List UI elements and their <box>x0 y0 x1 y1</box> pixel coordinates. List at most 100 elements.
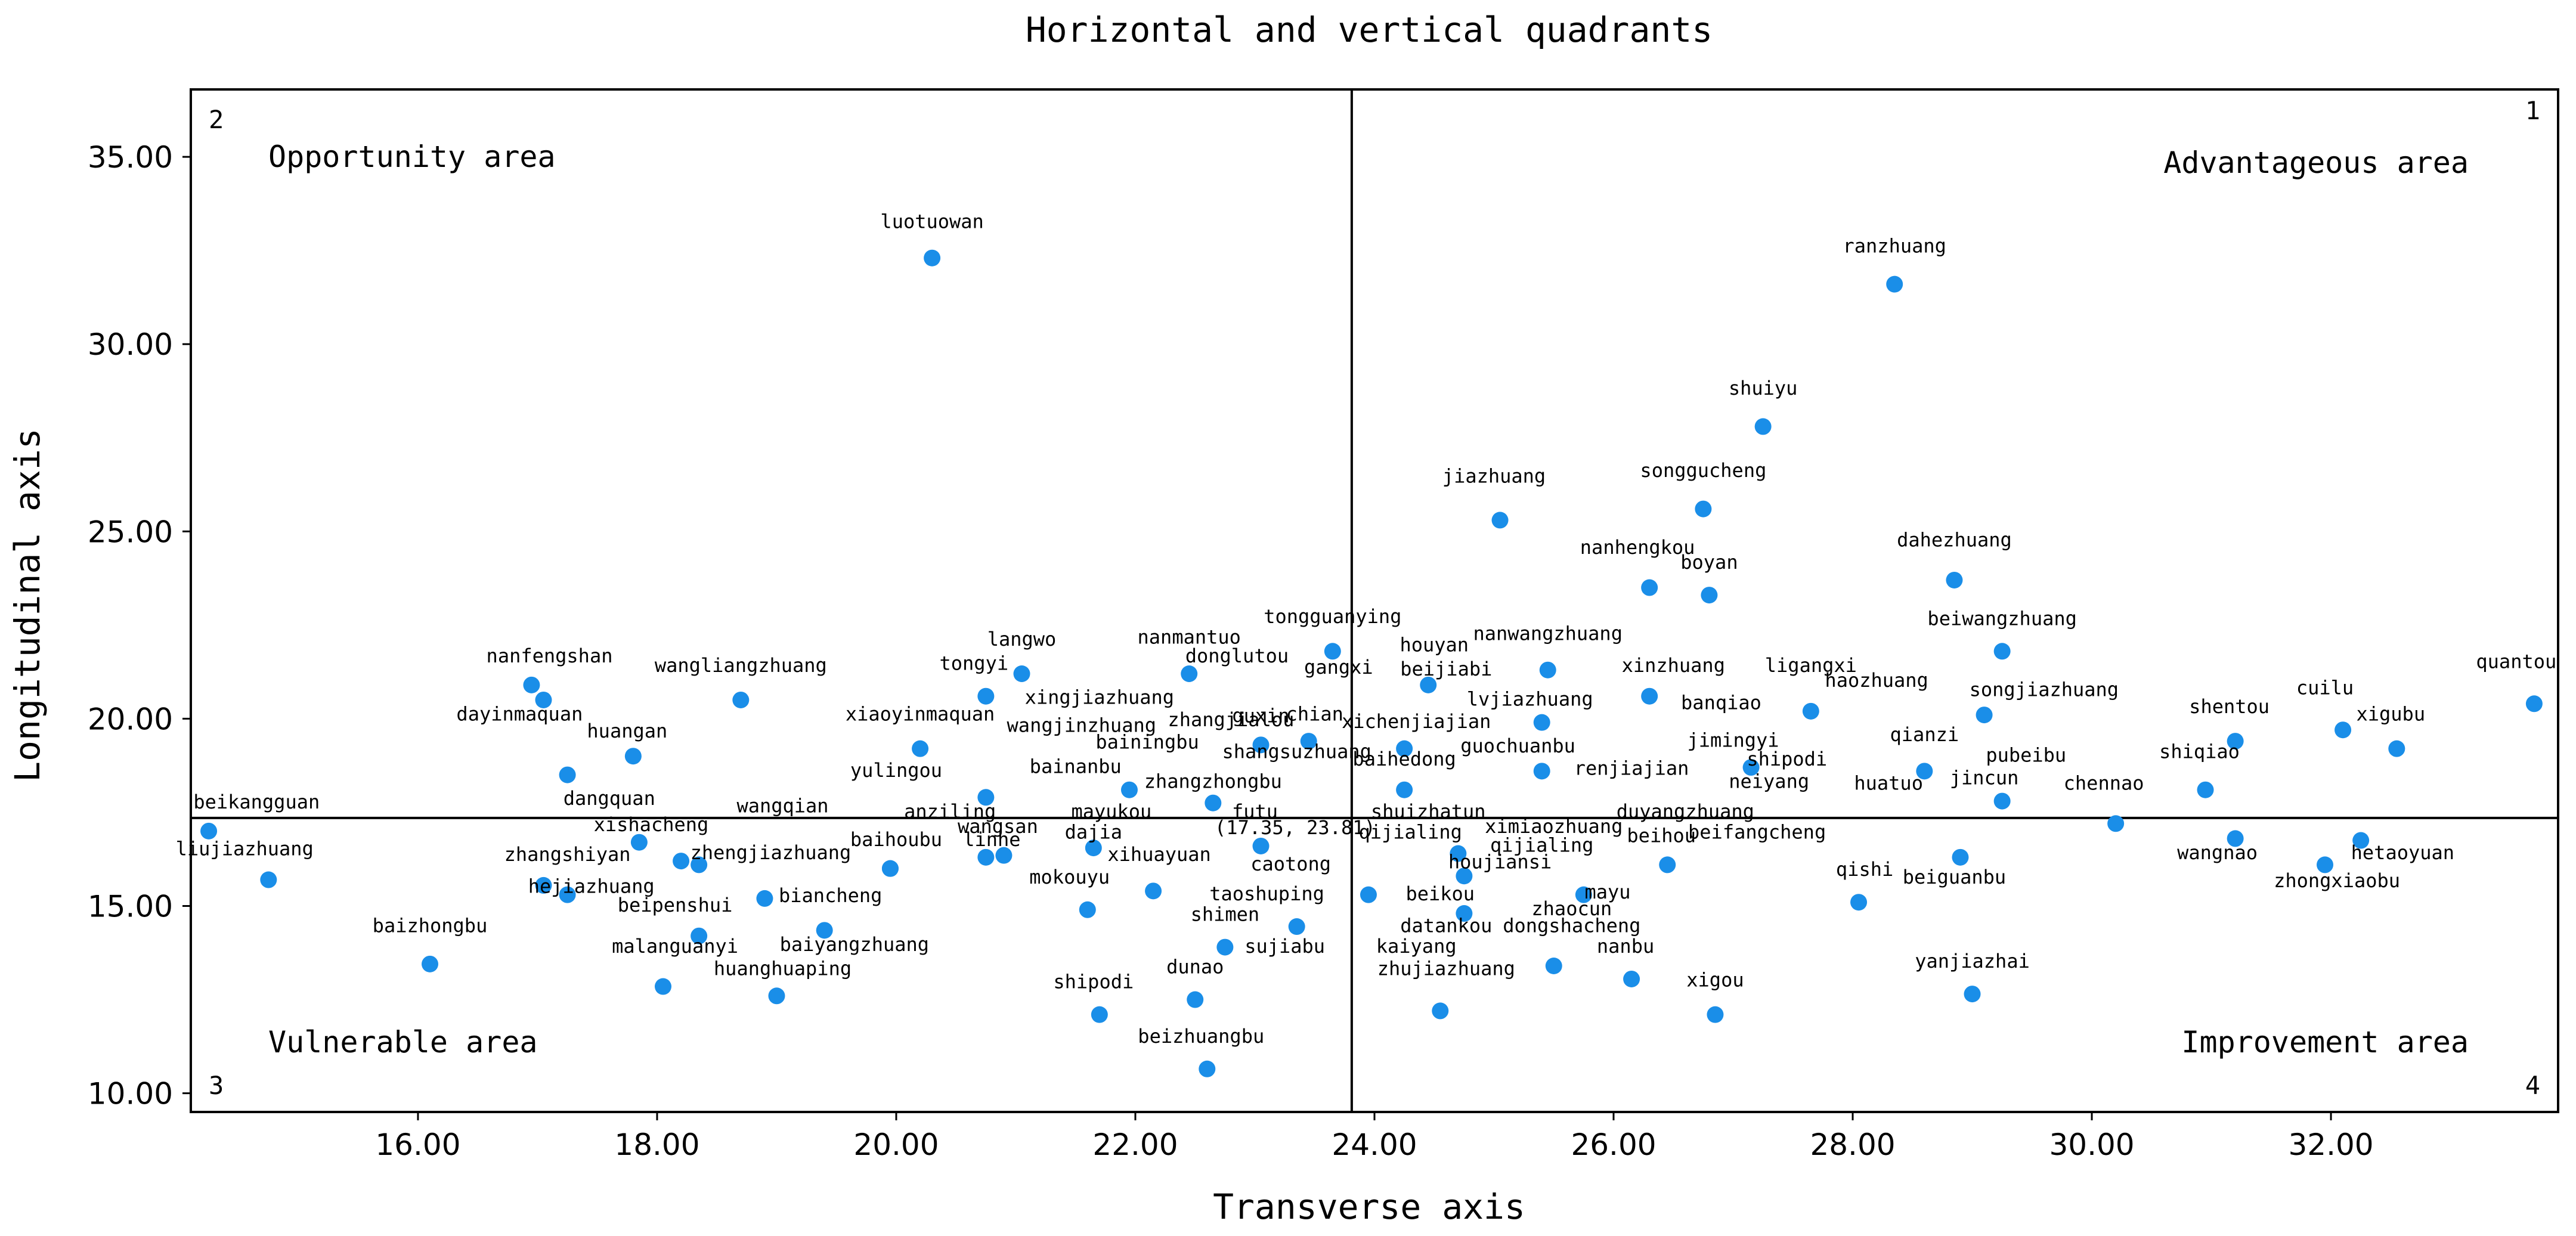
data-point <box>977 848 995 866</box>
data-point <box>1641 687 1658 705</box>
point-label: pubeibu <box>1986 744 2066 767</box>
point-label: nanwangzhuang <box>1473 622 1623 645</box>
data-point <box>2227 733 2244 750</box>
data-point <box>559 766 576 783</box>
point-label: nanbu <box>1597 935 1654 958</box>
point-label: kaiyang <box>1376 935 1457 958</box>
data-point <box>995 847 1013 864</box>
point-label: ximiaozhuang <box>1485 815 1623 838</box>
point-label: songjiazhuang <box>1970 679 2119 701</box>
data-point <box>523 676 540 693</box>
data-point <box>1199 1060 1216 1077</box>
point-label: beikangguan <box>193 791 320 813</box>
point-label: jincun <box>1950 766 2019 789</box>
point-label: ranzhuang <box>1843 234 1946 257</box>
data-point <box>654 978 671 995</box>
point-label: zhangshiyan <box>504 843 631 866</box>
x-tick-label: 22.00 <box>1092 1127 1178 1162</box>
x-tick-label: 28.00 <box>1810 1127 1895 1162</box>
data-point <box>559 886 576 903</box>
data-point <box>1432 1002 1449 1020</box>
point-label: zhujiazhuang <box>1377 958 1515 980</box>
data-point <box>768 987 785 1005</box>
point-label: yanjiazhai <box>1915 950 2030 972</box>
data-point <box>2197 781 2214 798</box>
point-label: chian <box>1286 703 1343 726</box>
data-point <box>1187 991 1204 1008</box>
x-tick-label: 24.00 <box>1332 1127 1417 1162</box>
point-label: zhangzhongbu <box>1144 770 1282 793</box>
point-label: malanguanyi <box>612 935 738 958</box>
data-point <box>624 748 642 765</box>
data-point <box>1456 868 1473 885</box>
point-label: qishi <box>1836 858 1893 881</box>
y-tick-label: 20.00 <box>88 702 173 736</box>
data-point <box>1396 740 1413 757</box>
point-label: shipodi <box>1053 971 1134 993</box>
data-point <box>1802 702 1819 720</box>
point-label: nanhengkou <box>1580 536 1695 559</box>
point-label: xiaoyinmaquan <box>846 703 995 726</box>
data-point <box>1641 579 1658 596</box>
data-point <box>977 687 995 705</box>
point-label: xihuayuan <box>1107 843 1210 866</box>
data-point <box>1575 886 1592 903</box>
data-point <box>1300 733 1317 750</box>
data-point <box>1091 1006 1108 1023</box>
y-tick-label: 10.00 <box>88 1077 173 1111</box>
point-label: dajia <box>1065 820 1122 843</box>
data-point <box>1456 905 1473 922</box>
scatter-points <box>200 249 2543 1077</box>
data-point <box>1695 500 1712 518</box>
point-label: dongshacheng <box>1503 914 1640 937</box>
data-point <box>1085 840 1102 857</box>
data-point <box>881 860 899 877</box>
data-point <box>1252 736 1270 754</box>
data-point <box>756 890 773 907</box>
data-point <box>1205 794 1222 811</box>
point-label: hetaoyuan <box>2351 841 2454 864</box>
x-tick-label: 18.00 <box>614 1127 699 1162</box>
point-label: xichenjiajian <box>1342 710 1491 733</box>
data-point <box>2388 740 2405 757</box>
point-label: zhangjialou <box>1168 708 1294 731</box>
point-label: xingjiazhuang <box>1025 686 1174 708</box>
data-point <box>1013 665 1030 682</box>
point-label: huanghuaping <box>714 958 852 980</box>
point-label: taoshuping <box>1209 882 1324 905</box>
data-point <box>673 853 690 870</box>
data-point <box>1396 781 1413 798</box>
point-labels: luotuowan ranzhuang shuiyu songgucheng jiazh… <box>176 210 2557 1047</box>
point-label: beifangcheng <box>1688 820 1826 843</box>
point-label: huatuo <box>1854 772 1923 795</box>
point-label: zhengjiazhuang <box>691 841 852 864</box>
point-label: dahezhuang <box>1897 528 2012 551</box>
point-label: sujiabu <box>1244 935 1325 958</box>
y-axis-label: Longitudinal axis <box>7 428 48 782</box>
point-label: tongguanying <box>1264 605 1401 628</box>
data-point <box>732 691 750 708</box>
point-label: duyangzhuang <box>1617 800 1754 823</box>
point-label: gangxi <box>1304 656 1373 679</box>
data-point <box>924 249 941 267</box>
quadrant-area-label: Advantageous area <box>2163 145 2469 180</box>
data-point <box>977 789 995 806</box>
point-label: qijialing <box>1358 820 1462 843</box>
point-label: bainingbu <box>1095 731 1199 754</box>
point-label: futu <box>1232 800 1278 823</box>
x-tick-label: 16.00 <box>375 1127 460 1162</box>
quadrant-area-label: Improvement area <box>2181 1025 2469 1060</box>
point-label: renjiajian <box>1574 757 1689 780</box>
point-label: linhe <box>963 828 1020 851</box>
x-tick-label: 32.00 <box>2288 1127 2373 1162</box>
data-point <box>1360 886 1377 903</box>
data-point <box>691 856 708 873</box>
data-point <box>1252 837 1270 854</box>
point-label: beizhuangbu <box>1138 1025 1264 1048</box>
center-annotation: (17.35, 23.81) <box>1215 816 1376 839</box>
point-label: jimingyi <box>1687 729 1779 752</box>
point-label: luotuowan <box>880 210 983 233</box>
data-point <box>1079 901 1096 918</box>
point-label: guxin <box>1232 705 1289 727</box>
